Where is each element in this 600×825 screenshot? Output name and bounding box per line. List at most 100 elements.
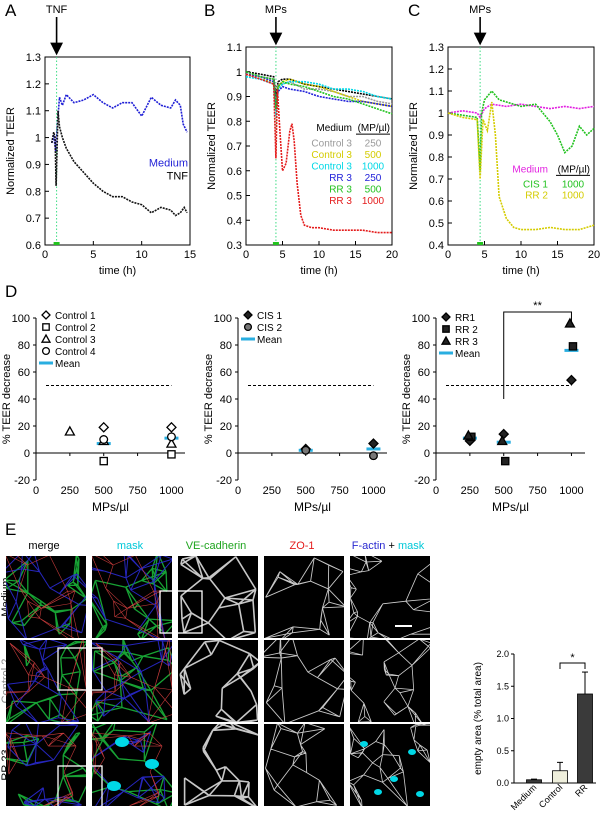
chart-b: 0 5 10 15 20 0.3 0.4 0.5 0.6 0.7 0.8 0.9 1 1.1 time (h… [206,4,398,277]
y-tick-label: 0.8 [429,152,444,164]
tile-content [92,640,172,722]
micrograph-tile [178,724,258,806]
cell-junctions [183,724,258,806]
y-tick-label: 20 [418,421,430,433]
category-label: RR [573,782,590,799]
x-tick-label: 5 [90,249,96,261]
legend-label: Mean [55,359,80,370]
y-tick-label: 2.0 [496,649,509,659]
y-axis-label: Normalized TEER [206,102,218,190]
tile-content [350,724,430,806]
column-header-part: mask [398,540,425,552]
legend-label: Control 2 [55,323,96,334]
zoom-box [57,765,103,809]
tile-content [6,556,86,638]
data-point-rr-3 [496,435,508,446]
x-tick-label: 0 [243,249,249,261]
cell-junctions [92,556,165,638]
x-tick-label: 500 [495,485,513,497]
mask-blob [408,749,416,755]
series-line-rr-3-1000 [245,73,392,234]
mask-blob [360,741,368,747]
legend-unit-header: (MP/µl) [358,123,390,134]
treatment-label: TNF [46,4,68,16]
tile-content [350,556,430,638]
y-tick-label: 0.9 [26,159,41,171]
cell-junctions [179,640,258,722]
legend-dose: 1000 [562,190,585,201]
legend-label: Control 3 [311,162,352,173]
legend-dose: 250 [365,173,382,184]
x-tick-label: 20 [386,249,398,261]
micrograph-tile [92,724,172,806]
y-tick-label: 0.9 [429,130,444,142]
series-line-medium [51,93,188,152]
legend-dose: 500 [365,185,382,196]
data-point-rr-3 [564,317,576,328]
y-tick-label: 0 [424,448,430,460]
x-tick-label: 250 [461,485,479,497]
cell-junctions [6,556,79,638]
micrograph-tile [264,640,344,722]
x-tick-label: 15 [551,249,563,261]
y-tick-label: 0 [24,448,30,460]
y-tick-label: 60 [418,367,430,379]
cell-junctions [92,640,172,722]
x-axis-label: time (h) [300,265,337,277]
legend-marker [243,310,253,320]
x-tick-label: 0 [33,485,39,497]
micrograph-tile [178,640,258,722]
micrograph-tile [350,556,430,638]
y-tick-label: 80 [18,340,30,352]
tile-background [350,556,430,638]
y-tick-label: 100 [214,313,232,325]
cell-junctions [180,556,257,638]
x-tick-label: 10 [136,249,148,261]
tile-content [264,640,344,722]
x-tick-label: 1000 [361,485,385,497]
micrograph-tile [6,640,86,722]
legend-label: CIS 2 [257,323,282,334]
tile-background [178,640,258,722]
cell-junctions [350,724,430,806]
mask-blob [115,737,129,747]
cell-junctions [265,724,338,806]
column-header: VE-cadherin [186,540,247,552]
significance-label: * [570,652,575,664]
cell-junctions [7,640,80,722]
category-label: Control [537,782,565,810]
series-line-medium [245,71,393,100]
legend-label: RR 2 [455,325,478,336]
legend-label: RR 3 [329,196,352,207]
cell-junctions [92,556,172,638]
cell-junctions [92,640,172,722]
y-tick-label: 0.3 [227,240,242,252]
legend-label: Medium [512,164,548,175]
x-tick-label: 0 [42,249,48,261]
y-tick-label: 0.6 [26,240,41,252]
cell-junctions [92,640,172,722]
tile-content [264,557,344,638]
y-tick-label: 1.5 [496,681,509,691]
column-header: ZO-1 [289,540,314,552]
legend-label: Control 3 [55,335,96,346]
y-tick-label: 60 [18,367,30,379]
y-axis-label: % TEER decrease [203,354,215,444]
x-tick-label: 10 [515,249,527,261]
y-tick-label: 0.0 [496,778,509,788]
data-point-control-3 [64,425,76,436]
data-point-cis-2 [368,451,378,461]
chart-c: 0 5 10 15 20 0.4 0.5 0.6 0.7 0.8 0.9 1 1.1 1.2 1.3 time… [408,4,600,277]
legend-dose: 1000 [362,162,385,173]
bar-medium [526,779,542,784]
legend-unit-header: (MP/µl) [558,164,590,175]
cell-junctions [6,640,86,722]
legend-label: RR1 [455,313,475,324]
data-point-control-4 [166,432,176,442]
micrograph-tile [6,556,86,638]
legend-medium: Medium [149,157,188,169]
y-tick-label: 20 [220,421,232,433]
